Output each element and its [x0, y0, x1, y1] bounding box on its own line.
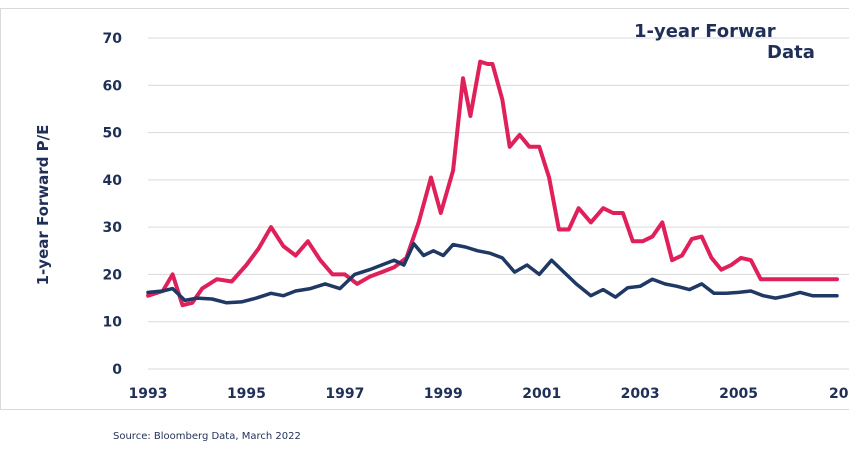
x-tick-label: 20 [829, 386, 849, 402]
gridlines [148, 37, 849, 370]
x-tick-label: 1993 [129, 386, 168, 402]
chart-frame [0, 8, 849, 410]
x-tick-label: 2003 [621, 386, 660, 402]
y-tick-label: 20 [103, 267, 123, 283]
series-line-2 [146, 241, 839, 305]
line-chart: 0 10 20 30 40 50 60 70 1993 1995 1997 1999 2001 2003… [34, 21, 849, 402]
series-lines [146, 59, 839, 308]
x-tick-label: 1995 [227, 386, 266, 402]
y-tick-label: 60 [103, 78, 123, 94]
x-tick-labels: 1993 1995 1997 1999 2001 2003 2005 20 [129, 386, 849, 402]
y-tick-label: 70 [103, 31, 123, 47]
x-tick-label: 2001 [522, 386, 561, 402]
source-note: Source: Bloomberg Data, March 2022 [113, 431, 301, 442]
x-tick-label: 1997 [325, 386, 364, 402]
y-tick-label: 0 [112, 362, 122, 378]
x-tick-label: 2005 [719, 386, 758, 402]
y-tick-label: 10 [103, 315, 123, 331]
y-tick-labels: 0 10 20 30 40 50 60 70 [103, 31, 123, 378]
y-tick-label: 40 [103, 173, 123, 189]
chart-title-line-2: Data [767, 42, 815, 63]
x-tick-label: 1999 [424, 386, 463, 402]
y-tick-label: 50 [103, 126, 123, 142]
chart-title-line-1: 1-year Forwar [634, 21, 776, 42]
y-tick-label: 30 [103, 220, 123, 236]
y-axis-label: 1-year Forward P/E [34, 125, 52, 286]
series-line-1 [146, 59, 839, 308]
